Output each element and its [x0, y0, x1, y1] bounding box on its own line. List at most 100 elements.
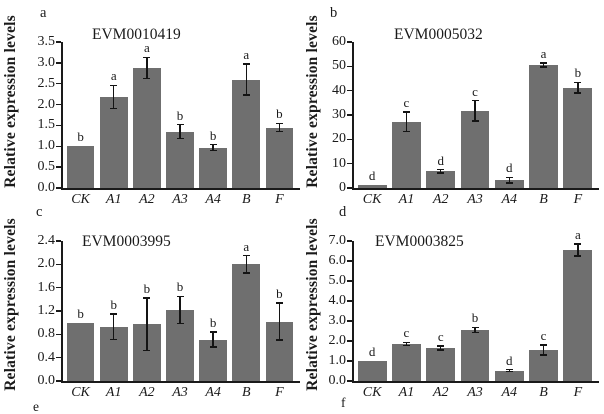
significance-letter: b — [276, 285, 283, 301]
x-tick-label: A3 — [467, 385, 483, 400]
x-tick-label: CK — [362, 385, 382, 400]
error-bar-cap-bottom — [471, 331, 479, 334]
x-tick-label: CK — [71, 385, 90, 400]
x-tick-label: A4 — [501, 385, 518, 400]
y-tick-mark — [347, 280, 352, 282]
error-bar — [474, 100, 476, 122]
significance-letter: b — [209, 127, 217, 143]
bar-A3 — [460, 330, 490, 381]
bar-CK — [66, 146, 95, 188]
error-bar-cap-top — [209, 331, 217, 333]
y-tick-mark — [347, 300, 352, 302]
y-tick-label: 40 — [332, 82, 346, 98]
error-bar — [278, 123, 281, 132]
error-bar — [245, 255, 247, 274]
error-bar-cap-bottom — [209, 149, 217, 152]
y-tick-label: 3.0 — [37, 54, 56, 70]
significance-letter: d — [437, 152, 444, 168]
y-tick-label: 0.0 — [37, 373, 56, 388]
y-tick-mark — [56, 145, 61, 148]
x-tick-label: F — [275, 192, 284, 207]
error-bar-cap-bottom — [437, 172, 445, 174]
y-tick-label: 20 — [332, 131, 346, 147]
x-tick-label: CK — [71, 192, 90, 207]
significance-letter: d — [506, 352, 513, 368]
y-tick-mark — [347, 360, 352, 362]
significance-letter: b — [176, 279, 184, 295]
x-tick-label: B — [539, 192, 548, 207]
y-tick-label: 5.0 — [328, 273, 347, 288]
y-tick-mark — [347, 162, 352, 165]
y-tick-mark — [56, 240, 61, 242]
significance-letter: c — [403, 94, 410, 110]
x-axis-line — [352, 381, 599, 383]
y-tick-label: 0.4 — [37, 349, 56, 365]
error-bar-cap-bottom — [209, 346, 217, 348]
bar-CK — [357, 185, 387, 188]
error-bar-cap-bottom — [402, 130, 410, 132]
x-tick-label: F — [573, 385, 583, 400]
chart-title: EVM0003995 — [82, 233, 171, 250]
significance-letter: a — [574, 227, 581, 242]
error-bar-cap-top — [275, 122, 283, 125]
error-bar-cap-bottom — [574, 255, 582, 257]
error-bar-cap-top — [437, 345, 445, 347]
significance-letter: a — [110, 68, 117, 84]
bar-A4 — [494, 180, 524, 188]
bar-A1 — [392, 121, 421, 188]
error-bar — [212, 332, 214, 348]
error-bar — [146, 298, 148, 351]
x-tick-label: A1 — [398, 192, 415, 207]
y-tick-mark — [56, 166, 61, 168]
significance-letter: d — [506, 160, 513, 176]
y-tick-mark — [347, 260, 352, 262]
error-bar-cap-top — [242, 254, 250, 257]
error-bar-cap-bottom — [242, 94, 250, 96]
y-tick-label: 2.0 — [328, 333, 347, 348]
error-bar — [113, 85, 115, 109]
error-bar-cap-bottom — [275, 339, 283, 341]
significance-letter: a — [243, 47, 250, 63]
y-tick-mark — [56, 187, 61, 189]
error-bar-cap-bottom — [402, 344, 410, 347]
error-bar-cap-bottom — [437, 349, 445, 351]
y-tick-label: 1.6 — [37, 279, 56, 295]
significance-letter: b — [110, 296, 117, 312]
x-tick-label: A4 — [205, 192, 221, 207]
chart-panel-c: c Relative expression levels EVM0003995 0.0… — [0, 203, 302, 406]
y-tick-label: 1.2 — [37, 303, 56, 318]
y-axis-line — [61, 42, 63, 190]
significance-letter: b — [209, 315, 217, 330]
y-tick-mark — [56, 82, 61, 85]
y-tick-mark — [347, 320, 352, 322]
significance-letter: b — [143, 281, 151, 297]
significance-letter: a — [540, 46, 547, 62]
chart-panel-b: b Relative expression levels EVM0005032 0 10… — [302, 0, 604, 207]
x-tick-label: A1 — [105, 192, 122, 207]
error-bar-cap-bottom — [143, 77, 151, 79]
x-tick-label: CK — [362, 192, 382, 207]
y-tick-label: 7.0 — [328, 233, 347, 248]
error-bar-cap-top — [402, 111, 410, 113]
panel-letter: d — [339, 204, 347, 220]
error-bar-cap-top — [505, 368, 513, 371]
y-tick-mark — [56, 310, 61, 312]
y-tick-mark — [347, 380, 352, 382]
y-tick-mark — [347, 187, 352, 189]
error-bar-cap-top — [176, 295, 184, 298]
y-axis-line — [352, 241, 354, 383]
y-tick-mark — [56, 41, 61, 43]
cropped-panel-letter-f: f — [341, 395, 346, 410]
error-bar-cap-top — [176, 123, 184, 126]
x-tick-label: B — [242, 385, 251, 400]
y-tick-label: 1.0 — [328, 353, 347, 368]
error-bar-cap-bottom — [143, 349, 151, 352]
chart-title: EVM0010419 — [92, 26, 181, 43]
error-bar-cap-top — [505, 176, 513, 178]
error-bar-cap-top — [437, 169, 445, 171]
x-tick-label: A2 — [139, 192, 155, 207]
error-bar — [508, 177, 510, 184]
y-tick-label: 2.5 — [37, 75, 56, 91]
bar-F — [265, 127, 294, 188]
